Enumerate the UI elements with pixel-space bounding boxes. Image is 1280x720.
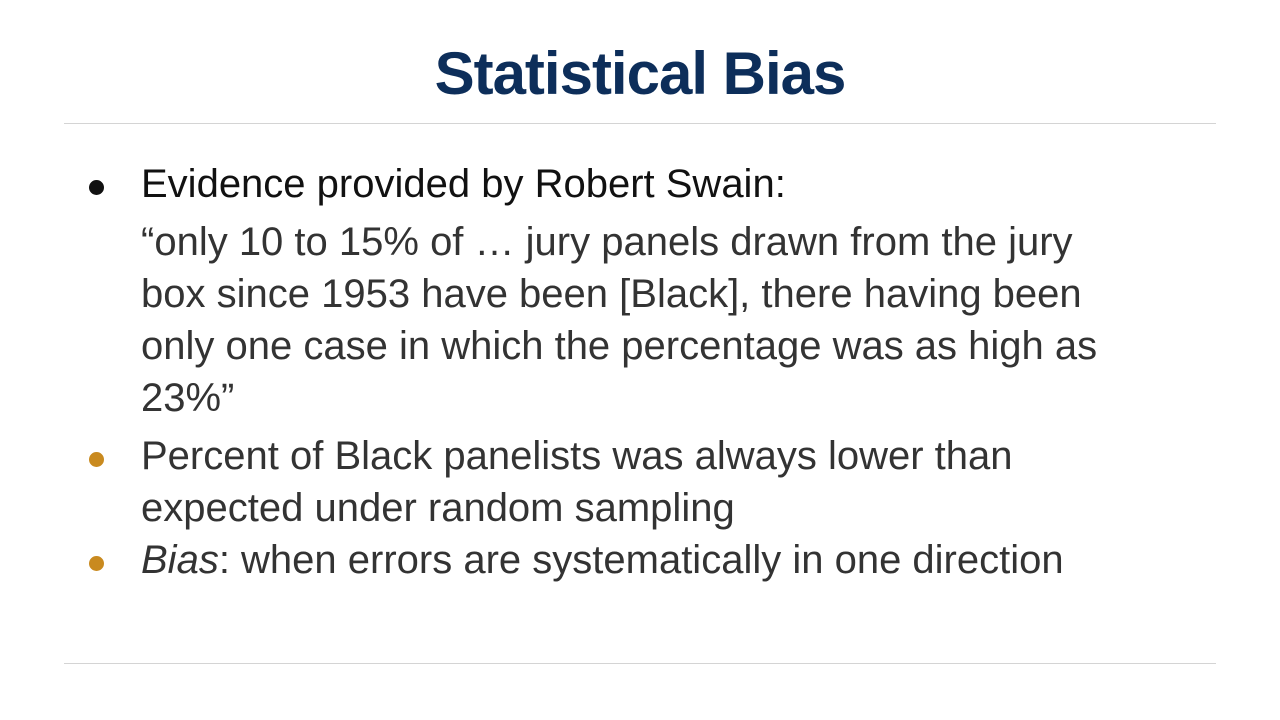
bullet-item-percent: Percent of Black panelists was always lo… [0,430,1141,534]
bullet-list: Evidence provided by Robert Swain: “only… [0,158,1280,586]
bullet-text: Evidence provided by Robert Swain: [141,162,786,206]
slide-title: Statistical Bias [434,40,847,107]
bullet-item-evidence: Evidence provided by Robert Swain: [0,158,1141,210]
bullet-text: : when errors are systematically in one … [218,538,1064,582]
bullet-dot-icon [89,452,104,467]
bullet-dot-icon [89,556,104,571]
swain-quote: “only 10 to 15% of … jury panels drawn f… [141,220,1098,420]
bullet-item-bias: Bias: when errors are systematically in … [0,534,1141,586]
title-divider [64,123,1216,124]
bullet-dot-icon [89,180,104,195]
bias-term: Bias [141,538,219,582]
footer-divider [64,663,1216,664]
bullet-text: Percent of Black panelists was always lo… [141,434,1013,530]
